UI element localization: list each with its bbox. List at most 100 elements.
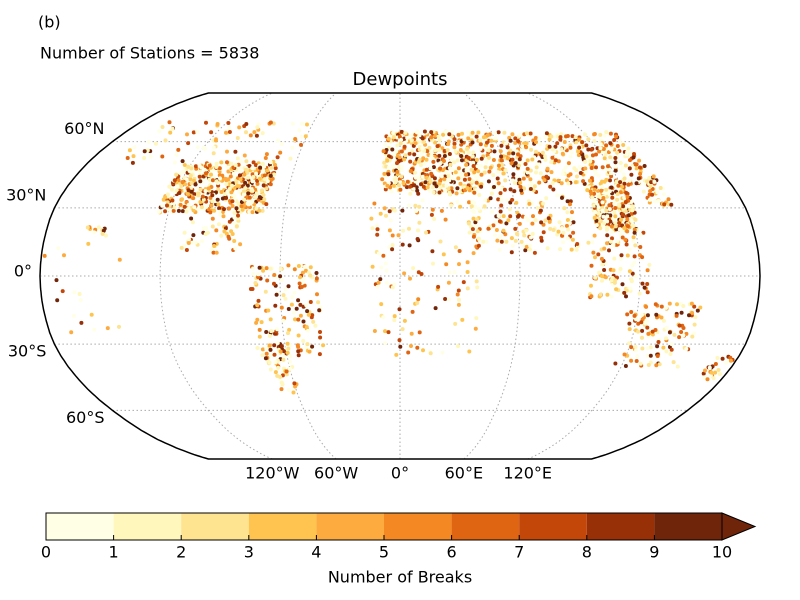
station-dot <box>453 149 458 154</box>
station-dot <box>470 130 475 135</box>
station-dot <box>443 188 448 193</box>
station-dot <box>608 219 613 224</box>
station-dot <box>305 309 310 314</box>
station-dot <box>583 170 588 175</box>
station-dot <box>447 152 452 156</box>
station-dot <box>175 184 180 189</box>
station-dot <box>275 341 280 345</box>
station-dot <box>534 149 538 154</box>
station-dot <box>571 230 576 235</box>
station-dot <box>513 161 518 166</box>
station-dot <box>623 364 628 368</box>
station-dot <box>415 130 419 135</box>
station-dot <box>479 172 484 177</box>
station-dot <box>165 200 170 205</box>
station-dot <box>303 134 308 139</box>
station-dot <box>174 188 179 193</box>
station-dot <box>517 163 522 168</box>
station-dot <box>464 162 469 167</box>
station-dot <box>529 147 534 152</box>
station-dot <box>474 180 479 185</box>
station-dot <box>430 249 435 254</box>
station-dot <box>523 215 528 220</box>
station-dot <box>597 270 602 275</box>
station-dot <box>217 166 222 171</box>
station-dot <box>632 254 637 259</box>
station-dot <box>465 260 470 265</box>
station-dot <box>695 308 700 313</box>
station-dot <box>304 303 309 308</box>
station-dot <box>647 262 652 267</box>
station-dot <box>494 228 499 232</box>
station-dot <box>596 205 601 210</box>
station-dot <box>615 197 620 202</box>
station-dot <box>503 168 508 173</box>
station-dot <box>302 283 307 288</box>
station-dot <box>199 165 204 170</box>
station-dot <box>655 190 660 195</box>
station-dot <box>284 369 289 374</box>
station-dot <box>569 247 574 252</box>
station-dot <box>709 370 714 375</box>
station-dot <box>200 239 205 244</box>
station-dot <box>511 172 516 177</box>
station-dot <box>609 185 614 190</box>
station-dot <box>217 209 222 214</box>
station-dot <box>596 252 601 257</box>
station-dot <box>648 184 653 189</box>
station-dot <box>485 140 489 145</box>
station-dot <box>278 150 283 155</box>
station-dot <box>519 188 524 193</box>
station-dot <box>402 271 407 276</box>
station-dot <box>412 183 417 188</box>
station-dot <box>541 230 546 235</box>
station-dot <box>247 195 252 200</box>
station-dot <box>530 221 535 226</box>
station-dot <box>241 189 246 194</box>
station-dot <box>456 132 461 137</box>
station-dot <box>409 344 413 348</box>
station-dot <box>297 281 302 286</box>
station-dot <box>278 349 283 354</box>
station-dot <box>645 346 650 351</box>
station-dot <box>541 201 546 206</box>
station-dot <box>427 188 432 193</box>
station-dot <box>574 247 579 252</box>
station-dot <box>508 214 513 219</box>
station-dot <box>447 270 452 275</box>
station-dot <box>268 347 273 352</box>
station-dot <box>502 130 507 135</box>
station-dot <box>247 209 252 214</box>
station-dot <box>278 267 283 271</box>
station-dot <box>501 171 506 176</box>
station-dot <box>268 353 273 358</box>
station-dot <box>375 227 380 232</box>
station-dot <box>640 346 645 351</box>
station-dot <box>403 130 408 135</box>
station-dot <box>266 308 271 313</box>
station-dot <box>495 176 500 181</box>
station-dot <box>249 200 254 205</box>
station-dot <box>659 315 664 320</box>
station-dot <box>250 210 255 215</box>
station-dot <box>475 229 480 234</box>
station-dot <box>279 344 284 349</box>
station-dot <box>499 203 504 208</box>
station-dot <box>231 171 236 176</box>
station-dot <box>311 319 316 324</box>
station-dot <box>233 246 238 251</box>
station-dot <box>257 327 262 332</box>
station-dot <box>254 320 259 325</box>
station-dot <box>532 250 537 255</box>
station-dot <box>246 191 251 196</box>
station-dot <box>86 241 91 246</box>
station-dot <box>608 213 613 218</box>
station-dot <box>500 163 505 167</box>
station-dot <box>622 352 627 357</box>
station-dot <box>504 239 509 244</box>
station-dot <box>386 330 391 335</box>
station-dot <box>655 344 660 349</box>
station-dot <box>314 276 319 281</box>
station-dot <box>273 370 278 375</box>
station-dot <box>268 178 273 183</box>
